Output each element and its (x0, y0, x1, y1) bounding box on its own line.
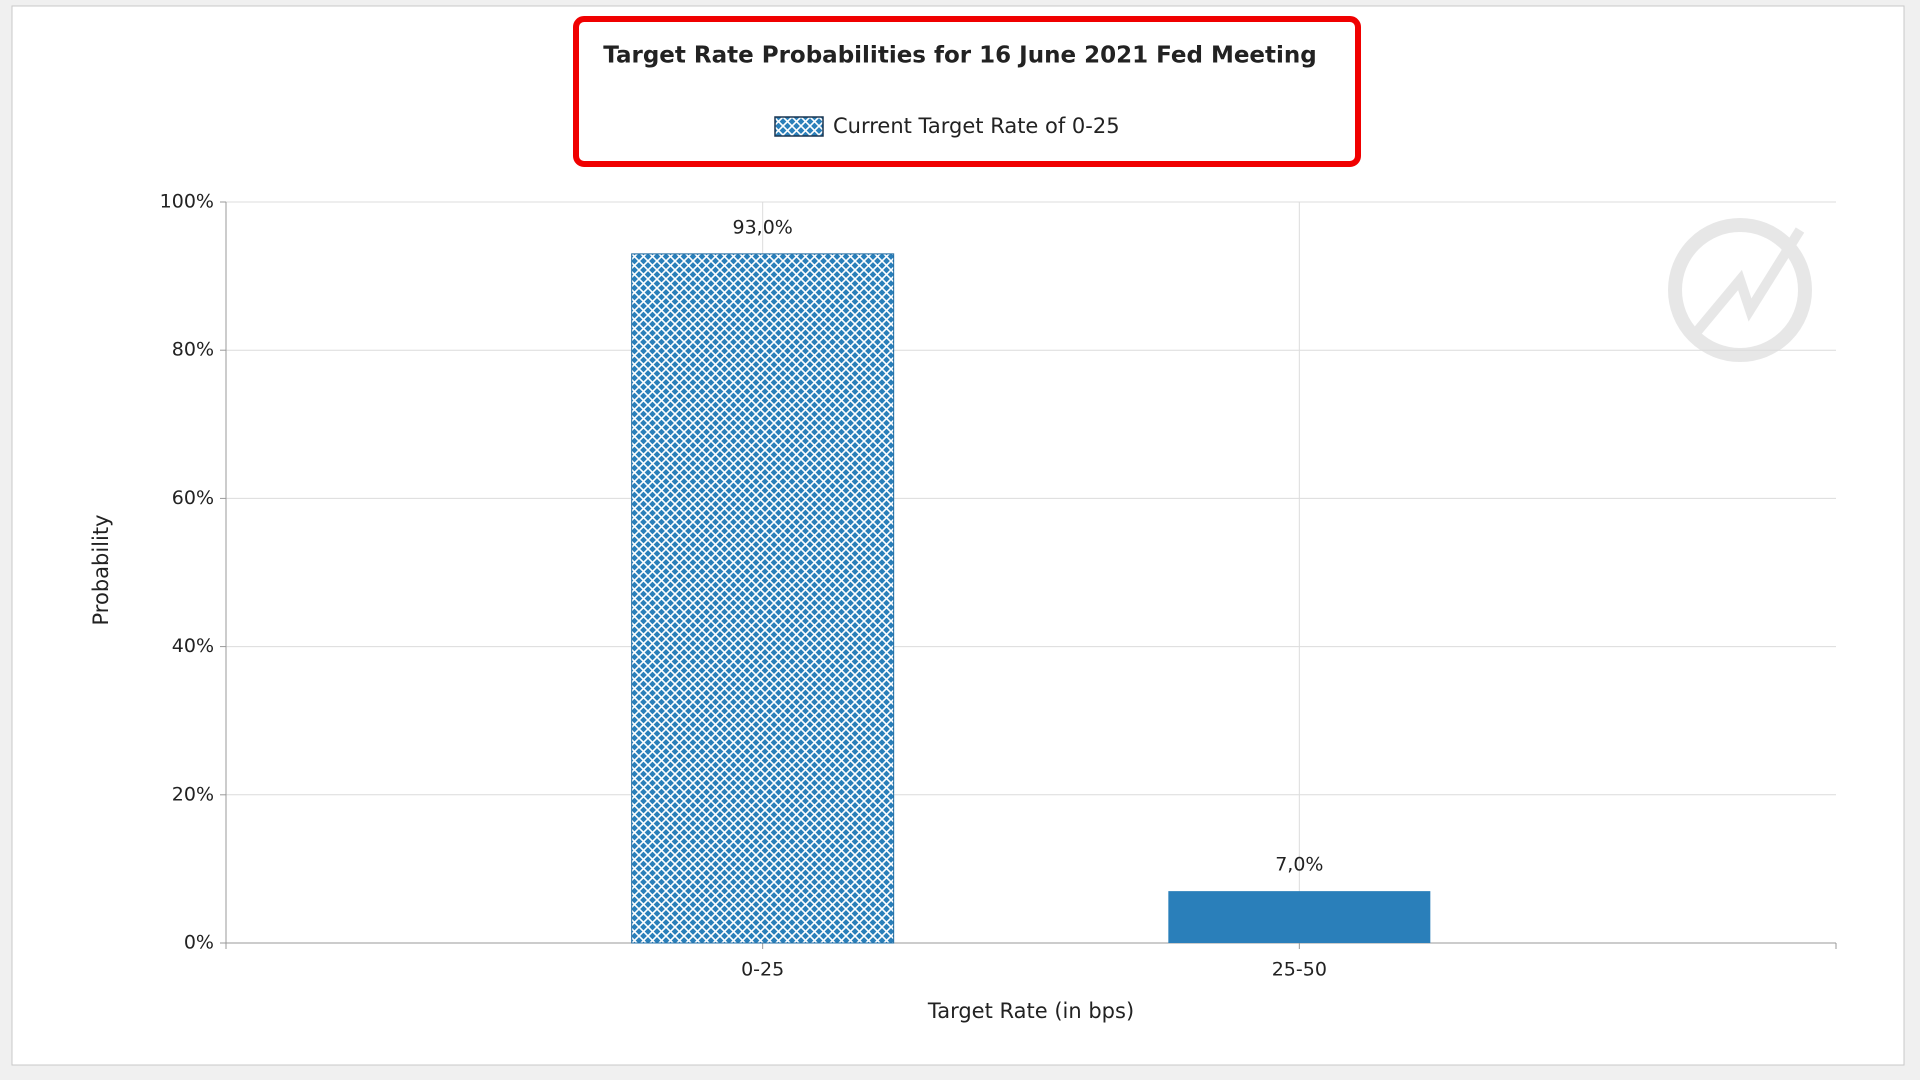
legend-swatch (774, 116, 824, 137)
bar (631, 253, 895, 944)
bar (1168, 891, 1431, 943)
y-tick-label: 0% (184, 932, 214, 954)
chart-title: Target Rate Probabilities for 16 June 20… (603, 43, 1317, 69)
x-tick-label: 25-50 (1272, 959, 1327, 981)
y-tick-label: 40% (172, 635, 214, 657)
chart-panel (11, 5, 1905, 1066)
y-tick-label: 80% (172, 339, 214, 361)
watermark (1668, 218, 1812, 362)
data-label: 7,0% (1275, 854, 1323, 876)
highlight-box (573, 16, 1361, 167)
y-axis-title: Probability (89, 514, 113, 625)
y-tick-label: 100% (160, 191, 214, 213)
legend-label: Current Target Rate of 0-25 (833, 114, 1120, 138)
x-axis-title: Target Rate (in bps) (927, 999, 1134, 1023)
y-tick-label: 60% (172, 487, 214, 509)
x-tick-label: 0-25 (741, 959, 784, 981)
data-label: 93,0% (732, 216, 792, 238)
y-tick-label: 20% (172, 783, 214, 805)
